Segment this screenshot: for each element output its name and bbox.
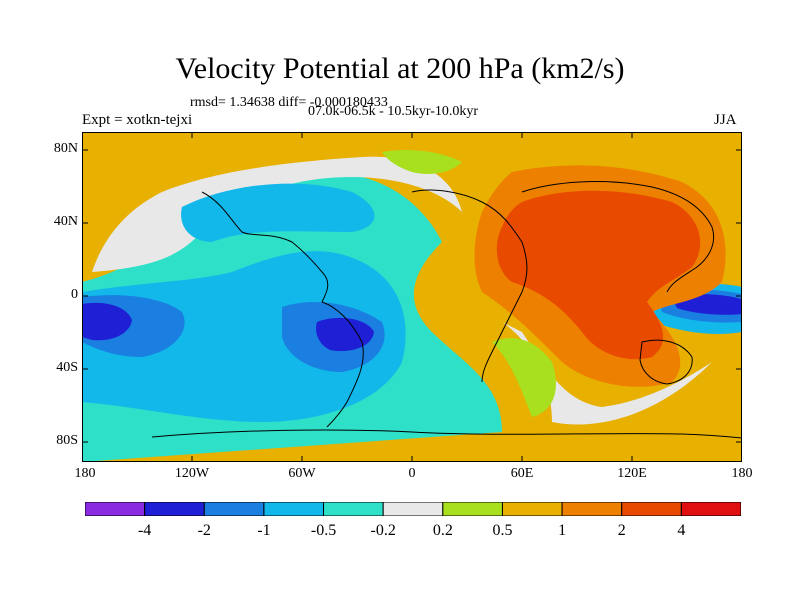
colorbar-label: -0.5 [310, 522, 337, 539]
colorbar-label: -4 [137, 522, 152, 539]
map-title: Velocity Potential at 200 hPa (km2/s) [175, 52, 625, 85]
lon-label-60w: 60W [288, 466, 316, 481]
region-neg3-east-pac [82, 302, 132, 341]
colorbar [85, 502, 741, 516]
lat-label-40n: 40N [53, 214, 78, 229]
region-neg1 [82, 251, 406, 422]
lon-label-120e: 120E [617, 466, 647, 481]
region-neutral-south [502, 322, 712, 425]
coastlines [151, 181, 742, 439]
lat-label-0: 0 [71, 287, 78, 302]
colorbar-label: 4 [677, 522, 686, 539]
lat-label-40s: 40S [56, 360, 78, 375]
lon-label-120w: 120W [174, 466, 210, 481]
lat-label-80n: 80N [53, 141, 78, 156]
season-label: JJA [714, 112, 737, 128]
colorbar-swatch [323, 502, 384, 516]
stats-text: rmsd= 1.34638 diff= -0.000180433 [190, 95, 388, 110]
colorbar-swatch [442, 502, 503, 516]
lon-label-0: 0 [408, 466, 416, 481]
lon-ticks [191, 132, 633, 462]
colorbar-swatch [144, 502, 205, 516]
colorbar-swatch [561, 502, 623, 516]
colorbar-swatch [501, 502, 563, 516]
colorbar-swatch [621, 502, 682, 516]
colorbar-swatch [680, 502, 741, 516]
colorbar-swatch [203, 502, 265, 516]
region-neg1-north [181, 183, 375, 242]
lat-label-80s: 80S [56, 433, 78, 448]
colorbar-swatch [382, 502, 444, 516]
region-weak-pos [382, 150, 462, 174]
lon-label-60e: 60E [510, 466, 534, 481]
colorbar-label: -2 [197, 522, 211, 539]
colorbar-label: 1 [558, 522, 567, 539]
colorbar-swatch [263, 502, 325, 516]
lat-ticks [82, 149, 742, 443]
period-text: 07.0k-06.5k - 10.5kyr-10.0kyr [308, 104, 479, 119]
region-neutral-west [92, 156, 462, 272]
lon-label-180-east: 180 [731, 466, 753, 481]
experiment-label: Expt = xotkn-tejxi [82, 112, 193, 128]
region-neg3-sa [316, 317, 374, 352]
lon-label-180-west: 180 [74, 466, 96, 481]
region-weak-pos-south [492, 338, 556, 417]
colorbar-label: 0.2 [432, 522, 453, 539]
colorbar-label: 2 [617, 522, 626, 539]
velocity-potential-map [82, 132, 742, 462]
region-positive-max [496, 190, 701, 360]
colorbar-label: 0.5 [492, 522, 513, 539]
colorbar-swatch [85, 502, 146, 516]
colorbar-label: -1 [257, 522, 271, 539]
colorbar-label: -0.2 [370, 522, 396, 539]
